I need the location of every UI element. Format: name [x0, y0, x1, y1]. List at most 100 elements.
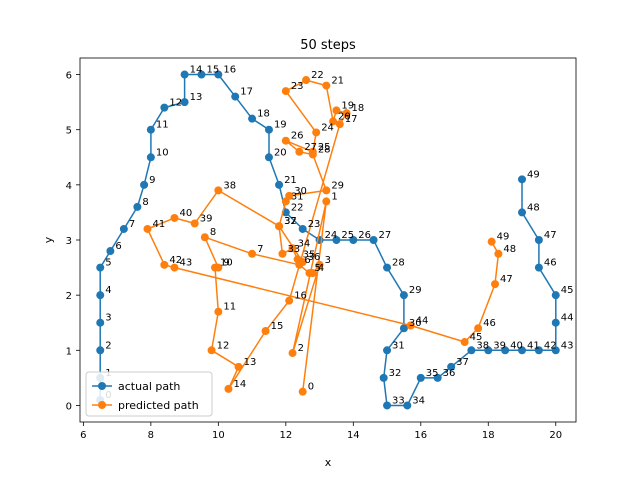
y-tick-label-2: 2 — [66, 291, 72, 302]
series-0-point-40 — [501, 346, 510, 355]
series-0-point-label-6: 6 — [115, 241, 121, 252]
series-0-point-45 — [551, 291, 560, 300]
series-1-line — [146, 79, 500, 392]
series-0-point-3 — [96, 318, 105, 327]
series-1-point-19 — [332, 106, 341, 115]
series-0-point-15 — [197, 70, 206, 79]
series-1-point-5 — [305, 269, 314, 278]
series-1-point-18 — [342, 109, 351, 118]
series-0-point-49 — [518, 175, 527, 184]
series-1-point-46 — [474, 324, 483, 333]
series-0-point-6 — [106, 247, 115, 256]
series-0-point-label-15: 15 — [206, 65, 219, 76]
series-1-point-label-6: 6 — [304, 255, 310, 266]
series-1-point-label-21: 21 — [331, 76, 344, 87]
series-1-point-label-8: 8 — [210, 227, 216, 238]
series-0-point-48 — [518, 208, 527, 217]
series-0-point-label-29: 29 — [409, 285, 422, 296]
series-1-point-label-20: 20 — [338, 111, 351, 122]
series-0-point-label-38: 38 — [476, 340, 489, 351]
series-1-point-39 — [190, 219, 199, 228]
series-0-point-label-49: 49 — [527, 169, 540, 180]
legend: actual path predicted path — [85, 371, 213, 417]
series-1-point-label-45: 45 — [470, 332, 483, 343]
series-0-point-label-24: 24 — [325, 230, 338, 241]
series-1-point-label-27: 27 — [304, 142, 317, 153]
series-0-point-label-3: 3 — [105, 313, 111, 324]
series-1-point-42 — [160, 260, 169, 269]
series-1-point-label-31: 31 — [291, 191, 304, 202]
series-0-point-20 — [264, 153, 273, 162]
series-0-point-label-37: 37 — [456, 357, 469, 368]
series-1-point-29 — [322, 186, 331, 195]
series-0-point-label-30: 30 — [409, 318, 422, 329]
series-0-point-label-36: 36 — [443, 368, 456, 379]
series-0-point-label-46: 46 — [544, 258, 557, 269]
series-1-point-label-9: 9 — [223, 258, 229, 269]
series-1-point-48 — [494, 249, 503, 258]
series-1-point-label-42: 42 — [169, 255, 182, 266]
series-1-point-label-0: 0 — [308, 382, 314, 393]
series-0-point-label-8: 8 — [142, 197, 148, 208]
series-0-point-29 — [399, 291, 408, 300]
y-tick-label-1: 1 — [66, 346, 72, 357]
series-0-point-11 — [146, 125, 155, 134]
chart-title: 50 steps — [300, 38, 356, 53]
legend-box — [85, 371, 213, 417]
x-tick-label-0: 6 — [80, 430, 86, 441]
series-1-point-label-13: 13 — [244, 357, 257, 368]
series-1-point-label-47: 47 — [500, 274, 513, 285]
series-1-point-8 — [200, 233, 209, 242]
series-1-point-label-24: 24 — [321, 122, 334, 133]
series-1-point-label-1: 1 — [331, 191, 337, 202]
series-layer — [96, 70, 560, 410]
series-1-point-38 — [214, 186, 223, 195]
series-1-point-label-36: 36 — [308, 252, 321, 263]
series-0-point-label-43: 43 — [561, 340, 574, 351]
series-1-point-21 — [322, 81, 331, 90]
series-0-point-14 — [180, 70, 189, 79]
series-0-point-label-19: 19 — [274, 120, 287, 131]
series-0-point-2 — [96, 346, 105, 355]
series-0-point-label-21: 21 — [284, 175, 297, 186]
series-0-point-label-40: 40 — [510, 340, 523, 351]
series-1-point-14 — [224, 384, 233, 393]
plot-frame — [79, 57, 577, 423]
series-1-point-49 — [487, 237, 496, 246]
x-tick-label-2: 10 — [212, 430, 225, 441]
series-0-point-28 — [383, 263, 392, 272]
series-1-point-26 — [281, 136, 290, 145]
series-1-point-20 — [329, 117, 338, 126]
series-0-point-label-35: 35 — [426, 368, 439, 379]
series-1-point-label-29: 29 — [331, 180, 344, 191]
series-0-point-label-14: 14 — [190, 65, 203, 76]
series-1-point-24 — [312, 128, 321, 137]
series-0-point-label-48: 48 — [527, 202, 540, 213]
series-1-point-28 — [308, 150, 317, 159]
series-0-point-32 — [379, 373, 388, 382]
series-1 — [143, 76, 503, 396]
series-1-point-37 — [275, 222, 284, 231]
y-axis-label: y — [42, 236, 55, 243]
series-0-point-35 — [416, 373, 425, 382]
y-tick-label-6: 6 — [66, 71, 72, 82]
series-0-point-4 — [96, 291, 105, 300]
series-1-point-label-41: 41 — [152, 219, 165, 230]
series-0-point-label-17: 17 — [240, 87, 253, 98]
series-0-point-10 — [146, 153, 155, 162]
series-1-point-label-19: 19 — [341, 100, 354, 111]
series-1-point-2 — [288, 349, 297, 358]
series-1-point-label-10: 10 — [220, 258, 233, 269]
series-0-point-47 — [534, 236, 543, 244]
series-1-point-label-5: 5 — [314, 263, 320, 274]
series-0-point-7 — [119, 224, 128, 233]
series-0-point-label-12: 12 — [169, 98, 182, 109]
series-0-point-33 — [383, 401, 392, 410]
series-1-point-label-37: 37 — [284, 216, 297, 227]
x-tick-label-1: 8 — [148, 430, 154, 441]
series-1-point-label-7: 7 — [257, 244, 263, 255]
series-0-point-38 — [467, 346, 476, 355]
series-1-point-13 — [234, 362, 243, 371]
series-0-point-43 — [551, 346, 560, 355]
series-1-point-36 — [298, 258, 307, 267]
